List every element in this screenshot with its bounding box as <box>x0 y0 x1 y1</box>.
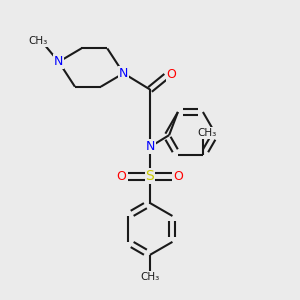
Text: N: N <box>54 55 63 68</box>
Text: N: N <box>119 67 128 80</box>
Text: CH₃: CH₃ <box>140 272 160 282</box>
Text: N: N <box>145 140 155 153</box>
Text: O: O <box>174 170 184 183</box>
Text: CH₃: CH₃ <box>28 36 48 46</box>
Text: CH₃: CH₃ <box>198 128 217 138</box>
Text: O: O <box>116 170 126 183</box>
Text: O: O <box>167 68 176 81</box>
Text: S: S <box>146 169 154 183</box>
